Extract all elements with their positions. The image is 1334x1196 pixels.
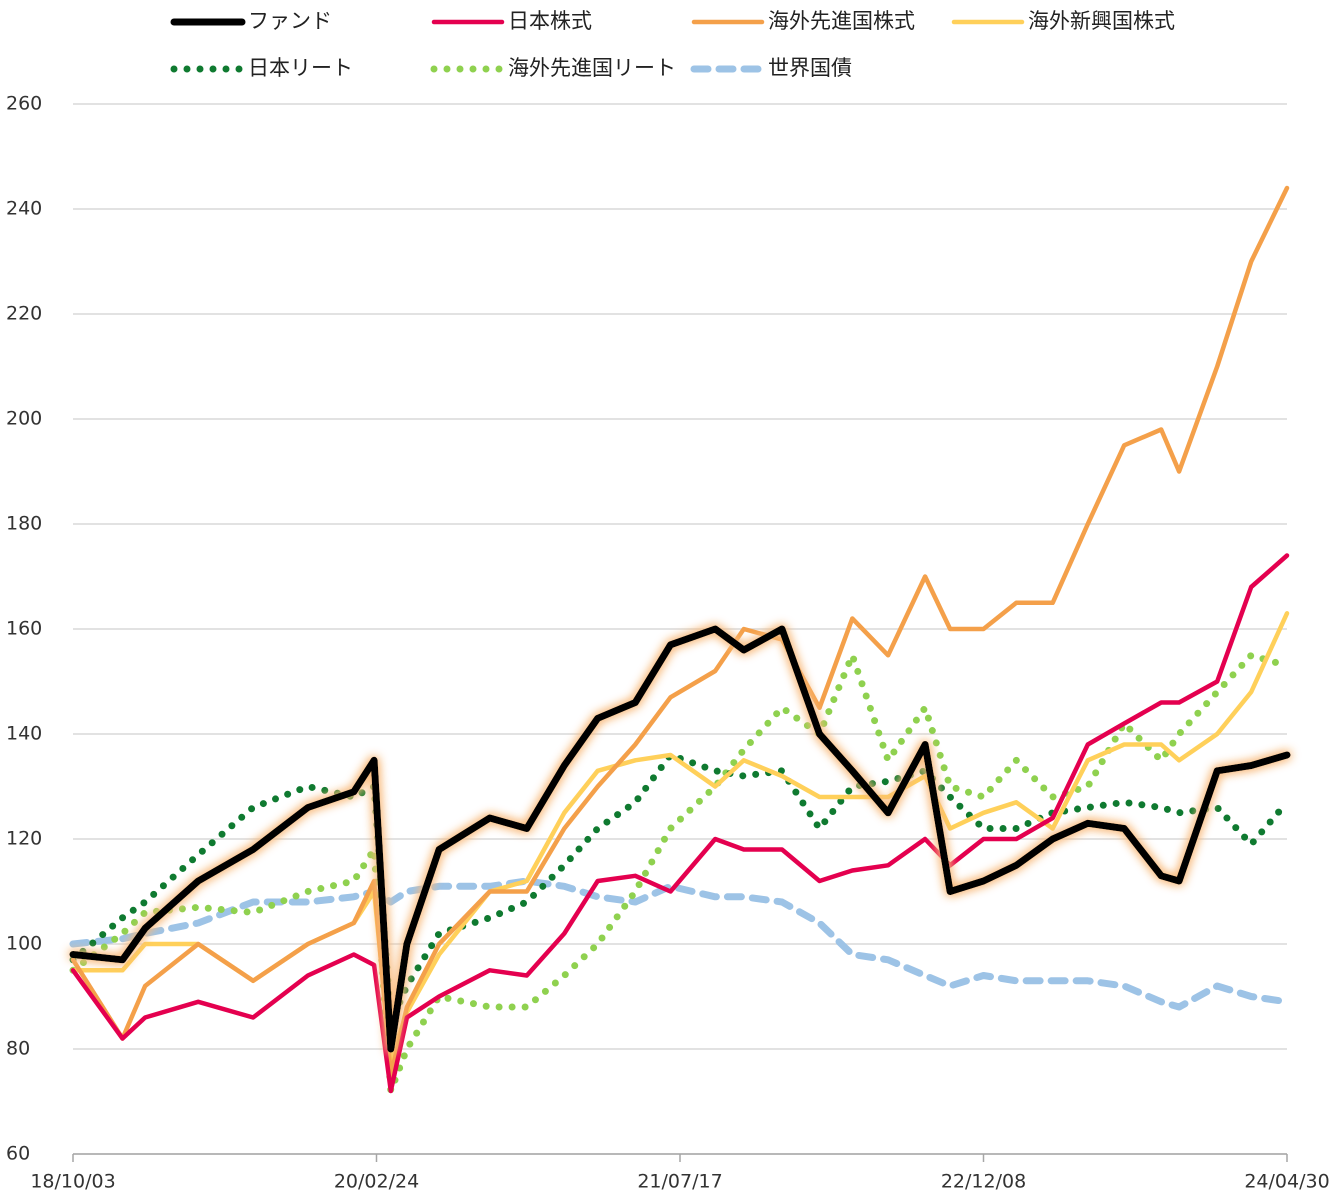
y-tick-label: 60 bbox=[6, 1143, 30, 1165]
series-line bbox=[69, 877, 1291, 1011]
y-tick-label: 240 bbox=[6, 198, 42, 220]
y-tick-label: 100 bbox=[6, 933, 42, 955]
x-tick-label: 20/02/24 bbox=[334, 1171, 419, 1193]
series-line bbox=[70, 611, 1290, 1062]
series-line bbox=[69, 651, 1291, 1095]
legend-label: 海外新興国株式 bbox=[1028, 9, 1175, 33]
legend-label: 世界国債 bbox=[768, 56, 852, 80]
series-line bbox=[69, 625, 1291, 1053]
legend-label: ファンド bbox=[248, 9, 332, 33]
legend-label: 海外先進国リート bbox=[508, 56, 676, 80]
y-tick-label: 140 bbox=[6, 723, 42, 745]
y-tick-label: 80 bbox=[6, 1038, 30, 1060]
series-line bbox=[70, 185, 1290, 1078]
x-tick-label: 22/12/08 bbox=[941, 1171, 1026, 1193]
x-tick-label: 24/04/30 bbox=[1244, 1171, 1329, 1193]
y-tick-label: 120 bbox=[6, 828, 42, 850]
legend-label: 日本リート bbox=[248, 56, 353, 80]
y-tick-label: 220 bbox=[6, 303, 42, 325]
y-tick-label: 160 bbox=[6, 618, 42, 640]
series-line bbox=[70, 553, 1290, 1094]
y-tick-label: 260 bbox=[6, 93, 42, 115]
x-tick-label: 18/10/03 bbox=[30, 1171, 115, 1193]
legend-label: 海外先進国株式 bbox=[768, 9, 915, 33]
legend-label: 日本株式 bbox=[508, 9, 592, 33]
y-tick-label: 180 bbox=[6, 513, 42, 535]
x-tick-label: 21/07/17 bbox=[637, 1171, 722, 1193]
y-tick-label: 200 bbox=[6, 408, 42, 430]
